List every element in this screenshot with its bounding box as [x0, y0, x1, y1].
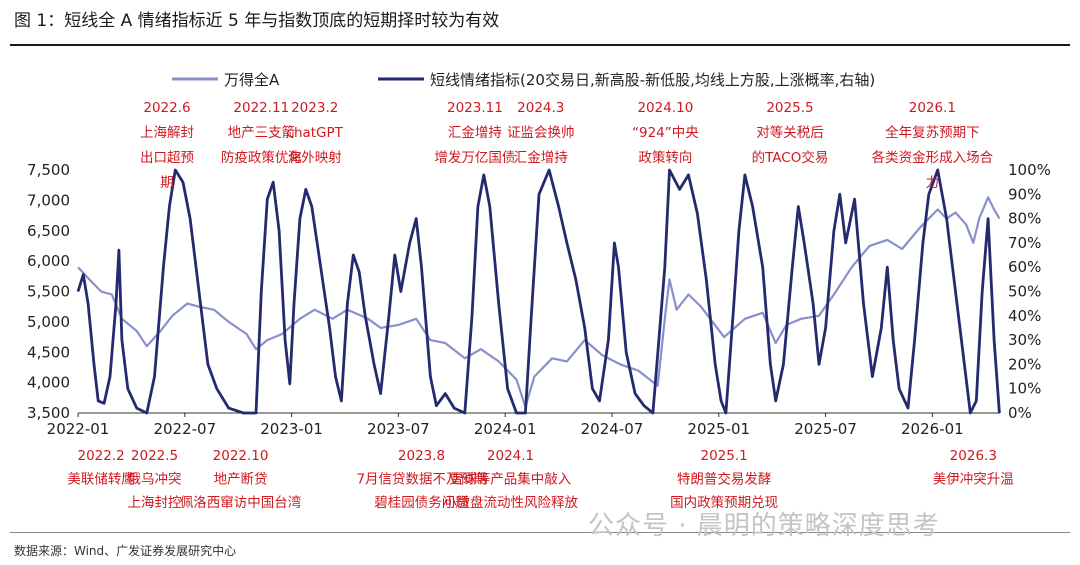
annotation-bottom: 雪球等产品集中敲入 [450, 471, 572, 488]
legend-label-sentiment: 短线情绪指标(20交易日,新高股-新低股,均线上方股,上涨概率,右轴) [430, 71, 875, 89]
y-right-tick-label: 90% [1008, 185, 1041, 203]
x-tick-label: 2025-07 [794, 420, 857, 438]
annotation-top: “924”中央 [632, 125, 699, 141]
annotation-top: 的TACO交易 [752, 149, 829, 166]
annotation-top: 2022.6 [143, 100, 190, 116]
annotation-top: 2024.10 [637, 100, 693, 116]
annotation-bottom: 碧桂园债务问题 [374, 495, 469, 511]
annotation-top: 2025.5 [766, 100, 813, 116]
data-source: 数据来源：Wind、广发证券发展研究中心 [14, 544, 237, 558]
y-right-tick-label: 70% [1008, 234, 1041, 252]
y-right-tick-label: 0% [1008, 404, 1032, 422]
annotation-top: 力 [926, 175, 940, 191]
x-tick-label: 2024-01 [474, 420, 537, 438]
annotation-bottom: 2022.5 [131, 448, 178, 464]
annotation-top: chatGPT [287, 125, 344, 141]
y-left-tick-label: 7,000 [27, 191, 70, 209]
annotation-top: 出口超预 [140, 150, 194, 166]
x-tick-label: 2024-07 [581, 420, 644, 438]
wechat-watermark: 公众号 · 晨明的策略深度思考 [588, 511, 940, 541]
annotation-bottom: 美伊冲突升温 [933, 472, 1014, 488]
x-tick-label: 2023-07 [367, 420, 430, 438]
y-left-tick-label: 5,000 [27, 313, 70, 331]
legend-label-wind-all-a: 万得全A [224, 71, 280, 89]
annotation-bottom: 2024.1 [487, 448, 534, 464]
y-left-tick-label: 4,000 [27, 374, 70, 392]
annotation-bottom: 国内政策预期兑现 [670, 494, 778, 511]
annotation-bottom: 小微盘流动性风险释放 [443, 494, 578, 511]
y-left-tick-label: 6,500 [27, 222, 70, 240]
annotation-bottom: 美联储转鹰 [67, 472, 135, 488]
x-tick-label: 2026-01 [901, 420, 964, 438]
annotation-top: 2023.11 [447, 100, 503, 116]
annotation-bottom: 2026.3 [950, 448, 997, 464]
y-right-tick-label: 20% [1008, 355, 1041, 373]
annotation-bottom: 佩洛西窜访中国台湾 [180, 494, 302, 511]
annotation-top: 地产三支箭 [228, 124, 296, 141]
annotation-bottom: 7月信贷数据不及预期 [356, 472, 486, 488]
annotation-bottom: 2022.2 [78, 448, 125, 464]
y-right-tick-label: 50% [1008, 283, 1041, 301]
x-tick-label: 2023-01 [260, 420, 323, 438]
annotation-bottom: 2023.8 [398, 448, 445, 464]
annotation-top: 汇金增持 [448, 125, 502, 141]
annotation-top: 对等关税后 [756, 124, 824, 141]
annotation-bottom: 2022.10 [213, 448, 269, 464]
annotation-top: 2024.3 [517, 100, 564, 116]
y-left-tick-label: 7,500 [27, 161, 70, 179]
x-tick-label: 2022-01 [47, 420, 110, 438]
x-tick-label: 2025-01 [687, 420, 750, 438]
annotation-top: 2022.11 [233, 100, 289, 116]
series-line-sentiment [76, 168, 1001, 415]
annotation-top: 增发万亿国债 [434, 150, 515, 166]
annotation-top: 2026.1 [909, 100, 956, 116]
annotation-bottom: 地产断贷 [214, 472, 268, 488]
series-line-wind-all-a [77, 196, 1001, 408]
figure-title: 图 1：短线全 A 情绪指标近 5 年与指数顶底的短期择时较为有效 [14, 11, 500, 31]
annotation-top: 期 [160, 175, 174, 191]
y-right-tick-label: 30% [1008, 331, 1041, 349]
annotation-bottom: 2025.1 [700, 448, 747, 464]
y-left-tick-label: 6,000 [27, 252, 70, 270]
annotation-top: 政策转向 [638, 149, 692, 166]
y-right-tick-label: 60% [1008, 258, 1041, 276]
annotation-top: 2023.2 [291, 100, 338, 116]
y-right-tick-label: 80% [1008, 210, 1041, 228]
annotation-top: 各类资金形成入场合 [872, 150, 994, 166]
annotation-bottom: 俄乌冲突 [128, 472, 182, 488]
annotation-top: 海外映射 [288, 150, 342, 166]
annotation-top: 汇金增持 [514, 150, 568, 166]
annotation-top: 全年复苏预期下 [885, 124, 980, 141]
footer-rule [10, 532, 1070, 533]
annotation-bottom: 特朗普交易发酵 [677, 471, 772, 488]
x-tick-label: 2022-07 [153, 420, 216, 438]
annotation-top: 上海解封 [140, 125, 194, 141]
annotation-top: 证监会换帅 [507, 125, 575, 141]
y-right-tick-label: 100% [1008, 161, 1051, 179]
title-rule [10, 44, 1070, 46]
annotation-top: 防疫政策优化 [221, 149, 302, 166]
y-left-tick-label: 4,500 [27, 343, 70, 361]
y-left-tick-label: 5,500 [27, 283, 70, 301]
y-right-tick-label: 10% [1008, 380, 1041, 398]
y-right-tick-label: 40% [1008, 307, 1041, 325]
annotation-bottom: 上海封控 [128, 495, 182, 511]
y-left-tick-label: 3,500 [27, 404, 70, 422]
